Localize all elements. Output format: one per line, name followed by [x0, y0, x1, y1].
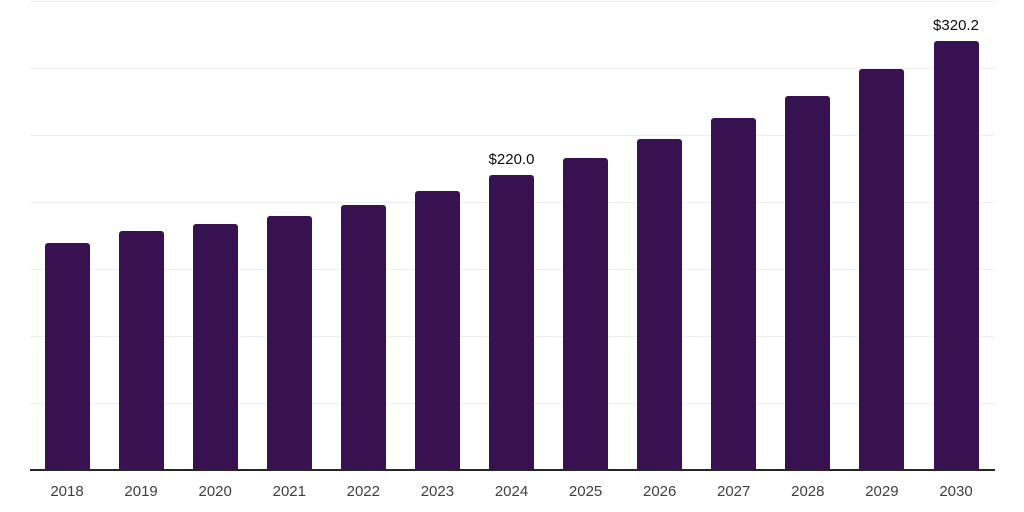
bar-2020: [192, 224, 238, 470]
gridline-300: [30, 68, 995, 69]
x-tick-label-2029: 2029: [865, 483, 899, 500]
x-tick-label-2023: 2023: [420, 483, 455, 500]
x-tick-label-2024: 2024: [494, 483, 529, 500]
x-tick-label-2021: 2021: [272, 483, 306, 500]
data-label-2030: $320.2: [933, 16, 979, 34]
bar-2018: [44, 243, 90, 470]
x-tick-label-2020: 2020: [198, 483, 232, 500]
x-tick-label-2022: 2022: [346, 483, 380, 500]
x-tick-label-2018: 2018: [50, 483, 84, 500]
bar-2024: [489, 175, 534, 470]
x-tick-label-2030: 2030: [939, 483, 973, 500]
x-tick-label-2028: 2028: [791, 483, 825, 500]
gridline-350: [30, 1, 995, 2]
x-tick-label-2019: 2019: [124, 483, 158, 500]
bar-2027: [711, 118, 757, 470]
bar-2021: [266, 215, 312, 470]
bar-2025: [563, 158, 609, 470]
x-tick-label-2025: 2025: [568, 483, 603, 500]
bar-2019: [118, 230, 164, 470]
bar-2022: [340, 204, 386, 470]
data-label-2024: $220.0: [488, 151, 535, 169]
x-axis-line: [30, 469, 995, 471]
bar-2029: [859, 68, 905, 470]
bar-2023: [414, 191, 460, 470]
x-tick-label-2026: 2026: [643, 483, 677, 500]
x-tick-label-2027: 2027: [717, 483, 751, 500]
bar-2026: [637, 139, 683, 470]
gridline-250: [30, 135, 995, 136]
bar-2030: [933, 40, 979, 470]
bar-2028: [785, 95, 831, 470]
